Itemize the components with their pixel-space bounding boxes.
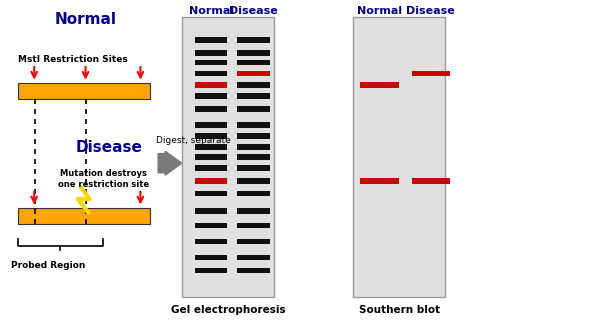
Bar bbox=[237, 133, 270, 139]
FancyArrow shape bbox=[158, 151, 182, 175]
Text: Southern blot: Southern blot bbox=[359, 305, 440, 316]
Bar bbox=[18, 208, 150, 224]
Bar bbox=[237, 50, 270, 56]
Bar bbox=[195, 239, 227, 244]
Bar bbox=[411, 178, 450, 184]
Bar bbox=[195, 178, 227, 184]
Text: Normal: Normal bbox=[357, 6, 402, 16]
Bar bbox=[195, 71, 227, 76]
Bar bbox=[237, 191, 270, 196]
Bar bbox=[195, 268, 227, 273]
Text: Digest, separate: Digest, separate bbox=[156, 136, 231, 145]
Bar bbox=[237, 154, 270, 160]
Bar bbox=[195, 165, 227, 171]
Bar bbox=[353, 17, 445, 297]
Bar bbox=[237, 178, 270, 184]
Bar bbox=[237, 223, 270, 228]
Bar bbox=[195, 37, 227, 43]
Text: Disease: Disease bbox=[407, 6, 455, 16]
Bar bbox=[237, 71, 270, 76]
Bar bbox=[195, 50, 227, 56]
Bar bbox=[237, 106, 270, 112]
Bar bbox=[195, 223, 227, 228]
Bar bbox=[237, 93, 270, 99]
Text: MstI Restriction Sites: MstI Restriction Sites bbox=[18, 55, 127, 64]
Bar bbox=[237, 37, 270, 43]
Bar bbox=[182, 17, 274, 297]
Bar bbox=[195, 154, 227, 160]
Bar bbox=[237, 268, 270, 273]
Text: Normal: Normal bbox=[54, 12, 117, 27]
Bar bbox=[237, 165, 270, 171]
Text: Disease: Disease bbox=[76, 140, 143, 155]
Bar bbox=[360, 178, 399, 184]
Bar bbox=[411, 71, 450, 76]
Bar bbox=[195, 208, 227, 214]
Bar bbox=[237, 208, 270, 214]
Bar bbox=[195, 106, 227, 112]
Bar bbox=[237, 60, 270, 65]
Text: Disease: Disease bbox=[230, 6, 278, 16]
Text: Mutation destroys
one restriction site: Mutation destroys one restriction site bbox=[58, 170, 149, 189]
Bar bbox=[195, 60, 227, 65]
Bar bbox=[195, 122, 227, 128]
Bar bbox=[195, 144, 227, 150]
Bar bbox=[195, 191, 227, 196]
Bar bbox=[237, 239, 270, 244]
Bar bbox=[237, 122, 270, 128]
Bar bbox=[360, 82, 399, 88]
Bar bbox=[237, 255, 270, 260]
Text: Gel electrophoresis: Gel electrophoresis bbox=[171, 305, 286, 316]
Text: Normal: Normal bbox=[189, 6, 234, 16]
Bar bbox=[195, 255, 227, 260]
Bar bbox=[195, 133, 227, 139]
Bar bbox=[18, 83, 150, 99]
Bar bbox=[195, 93, 227, 99]
Bar bbox=[195, 82, 227, 88]
Bar bbox=[237, 144, 270, 150]
Bar bbox=[237, 82, 270, 88]
Text: Probed Region: Probed Region bbox=[11, 261, 85, 270]
